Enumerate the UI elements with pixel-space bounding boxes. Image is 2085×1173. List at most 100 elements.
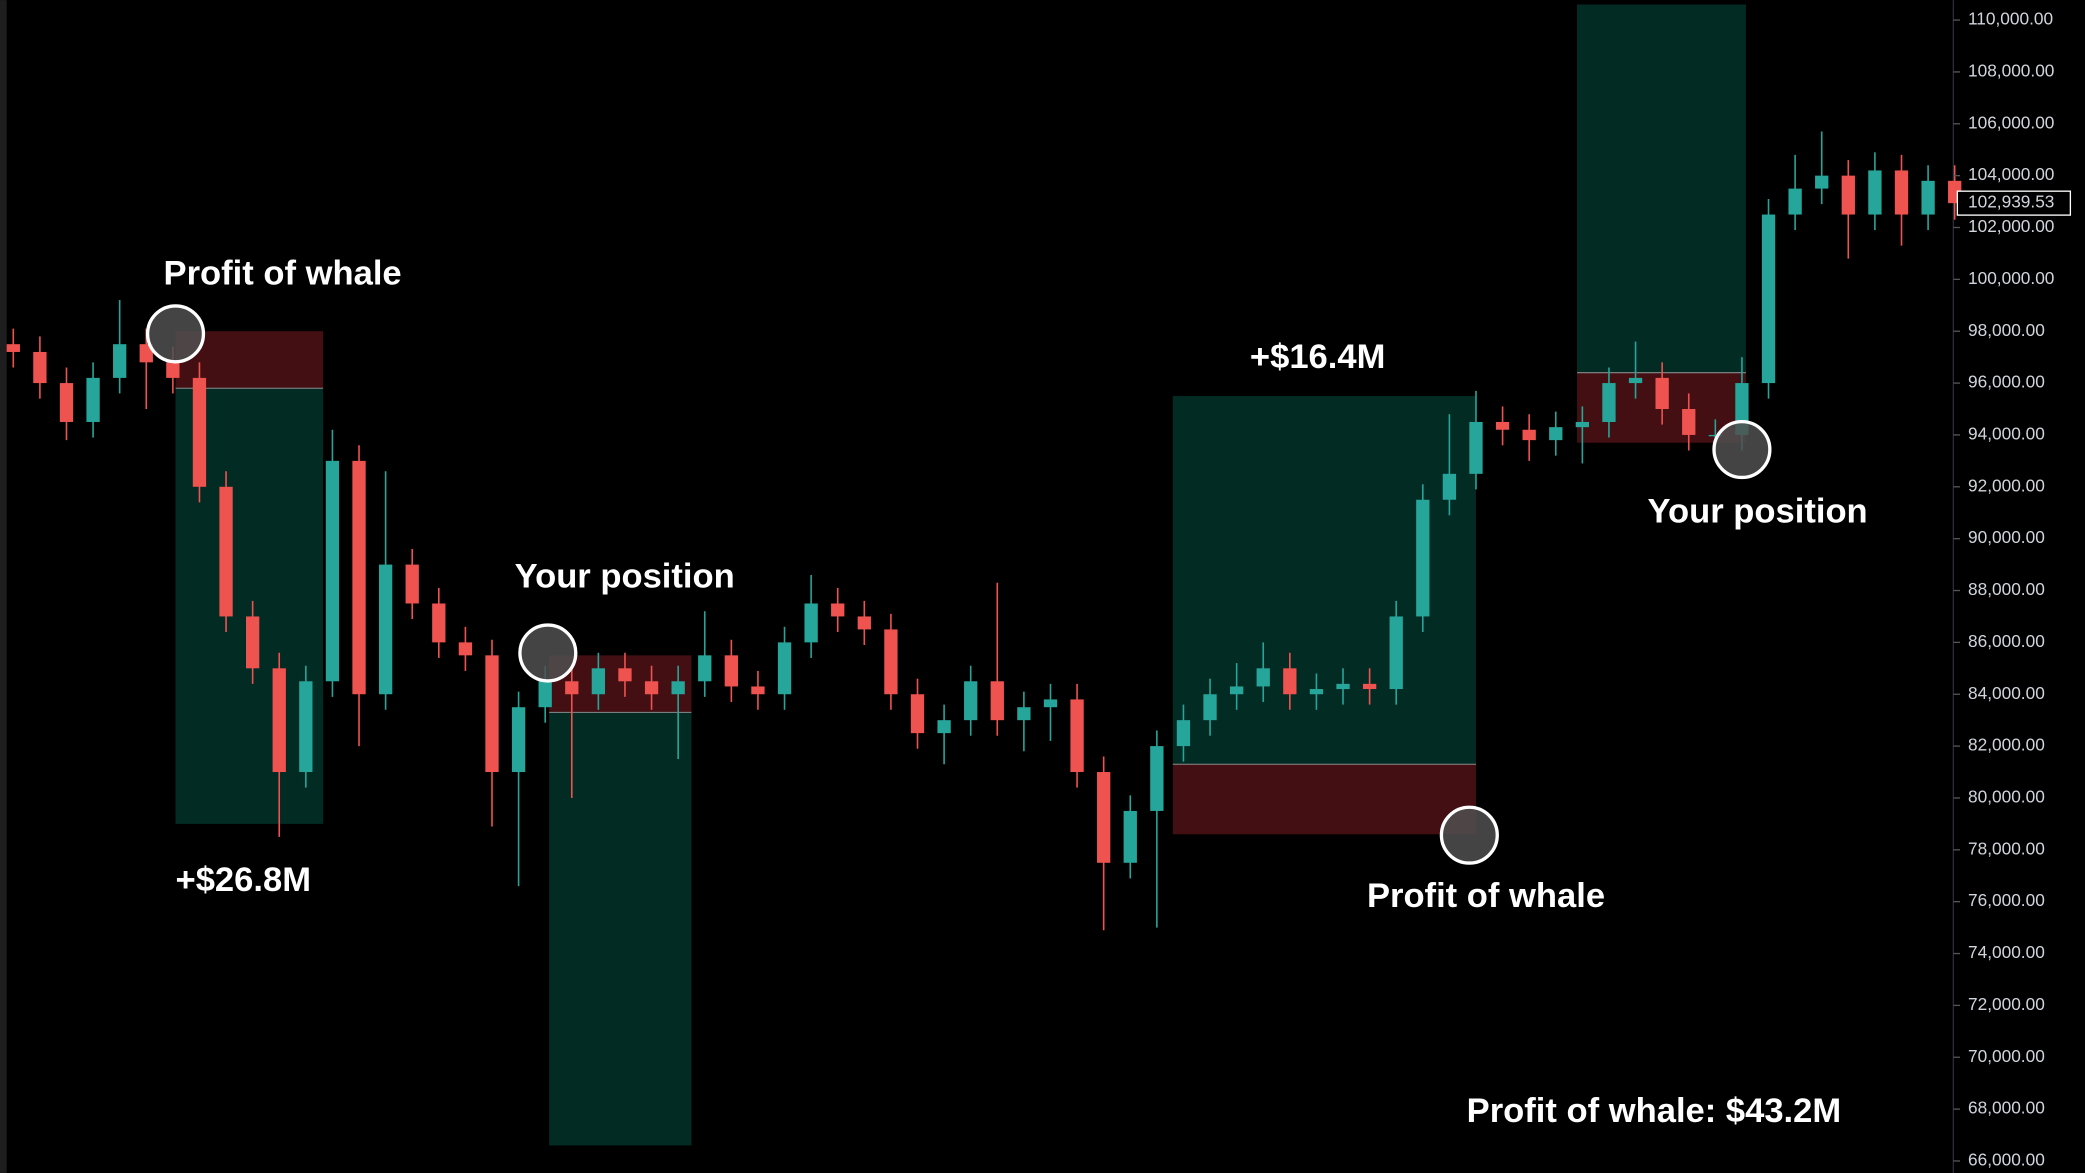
- y-tick-label: 94,000.00: [1968, 424, 2045, 444]
- candle-body: [432, 603, 446, 643]
- candle-body: [511, 707, 526, 773]
- candle-body: [1336, 683, 1350, 690]
- candle-body: [937, 720, 951, 734]
- candle-body: [1442, 473, 1457, 500]
- candle-body: [1017, 707, 1031, 721]
- candle-body: [964, 681, 978, 721]
- candle-body: [272, 668, 286, 773]
- candle-body: [1203, 694, 1217, 721]
- y-tick-label: 98,000.00: [1968, 320, 2045, 340]
- candle-body: [166, 362, 180, 378]
- y-tick-label: 82,000.00: [1968, 735, 2045, 755]
- candle-body: [485, 655, 499, 773]
- candle-body: [1575, 421, 1590, 428]
- candle-body: [352, 460, 366, 695]
- last-price-label: 102,939.53: [1968, 192, 2054, 212]
- last-price-box: [1956, 190, 2072, 216]
- position-marker: [145, 304, 206, 364]
- candle-body: [1921, 180, 1935, 215]
- candle-body: [113, 344, 127, 378]
- candle-body: [405, 564, 419, 604]
- candle-body: [378, 564, 393, 695]
- candle-body: [325, 460, 340, 682]
- y-tick-label: 96,000.00: [1968, 372, 2045, 392]
- y-tick-label: 70,000.00: [1968, 1046, 2045, 1066]
- candle-body: [1708, 434, 1722, 437]
- candle-body: [884, 629, 898, 695]
- candle-body: [458, 642, 473, 656]
- candle-body: [1522, 429, 1536, 441]
- position-result: +$16.4M: [1250, 338, 1385, 376]
- candle-body: [1894, 170, 1909, 215]
- candle-body: [1868, 170, 1882, 215]
- candle-body: [6, 344, 20, 352]
- candle-body: [1815, 175, 1829, 189]
- left-edge: [0, 0, 7, 1173]
- candle-body: [1097, 772, 1111, 863]
- candle-body: [857, 616, 871, 630]
- candle-body: [618, 668, 632, 682]
- y-tick-label: 86,000.00: [1968, 631, 2045, 651]
- candle-body: [644, 681, 659, 695]
- candle-body: [1256, 668, 1270, 687]
- candle-body: [245, 616, 260, 669]
- candle-body: [1841, 175, 1855, 215]
- y-tick-label: 88,000.00: [1968, 579, 2045, 599]
- candle-body: [804, 603, 818, 643]
- candle-body: [1070, 699, 1084, 773]
- position-marker: [518, 623, 578, 683]
- y-tick-label: 100,000.00: [1968, 268, 2054, 288]
- candle-body: [219, 486, 233, 617]
- stop-zone: [1172, 764, 1476, 835]
- y-tick-label: 68,000.00: [1968, 1098, 2045, 1118]
- candle-body: [139, 344, 153, 363]
- candle-body: [1495, 421, 1510, 430]
- y-tick-label: 104,000.00: [1968, 164, 2054, 184]
- candle-body: [751, 686, 765, 695]
- profit-zone: [1577, 4, 1746, 373]
- y-tick-label: 92,000.00: [1968, 475, 2045, 495]
- candle-body: [565, 681, 579, 695]
- candle-body: [777, 642, 792, 695]
- candle-body: [1043, 699, 1058, 708]
- candle-body: [1655, 377, 1669, 410]
- y-tick-label: 108,000.00: [1968, 60, 2054, 80]
- candle-body: [299, 681, 313, 773]
- position-label: Profit of whale: [164, 254, 402, 292]
- candle-body: [1389, 616, 1403, 690]
- candle-body: [671, 681, 685, 695]
- candle-body: [1176, 720, 1191, 747]
- candle-body: [724, 655, 738, 687]
- candle-body: [910, 694, 925, 734]
- y-tick-label: 76,000.00: [1968, 890, 2045, 910]
- position-result: +$26.8M: [176, 861, 311, 899]
- candle-body: [698, 655, 712, 682]
- candle-body: [1283, 668, 1297, 695]
- y-tick-label: 66,000.00: [1968, 1150, 2045, 1170]
- candle-body: [1229, 686, 1244, 695]
- candle-body: [1549, 427, 1563, 441]
- candle-body: [538, 681, 552, 708]
- y-tick-label: 80,000.00: [1968, 787, 2045, 807]
- y-tick-label: 74,000.00: [1968, 942, 2045, 962]
- candle-body: [1761, 214, 1776, 384]
- position-marker: [1712, 419, 1772, 480]
- y-tick-label: 72,000.00: [1968, 994, 2045, 1014]
- candle-body: [1682, 409, 1696, 435]
- y-tick-label: 78,000.00: [1968, 838, 2045, 858]
- y-tick-label: 110,000.00: [1968, 9, 2053, 29]
- candle-body: [831, 603, 845, 617]
- candle-body: [1150, 746, 1164, 811]
- candle-body: [33, 351, 47, 384]
- candle-body: [990, 681, 1004, 721]
- candle-body: [59, 383, 74, 422]
- summary: Profit of whale: $43.2M: [1467, 1092, 1842, 1130]
- y-tick-label: 102,000.00: [1968, 216, 2054, 236]
- position-label: Your position: [1648, 492, 1868, 530]
- candle-body: [86, 377, 100, 422]
- candle-body: [591, 668, 606, 695]
- y-tick-label: 84,000.00: [1968, 683, 2045, 703]
